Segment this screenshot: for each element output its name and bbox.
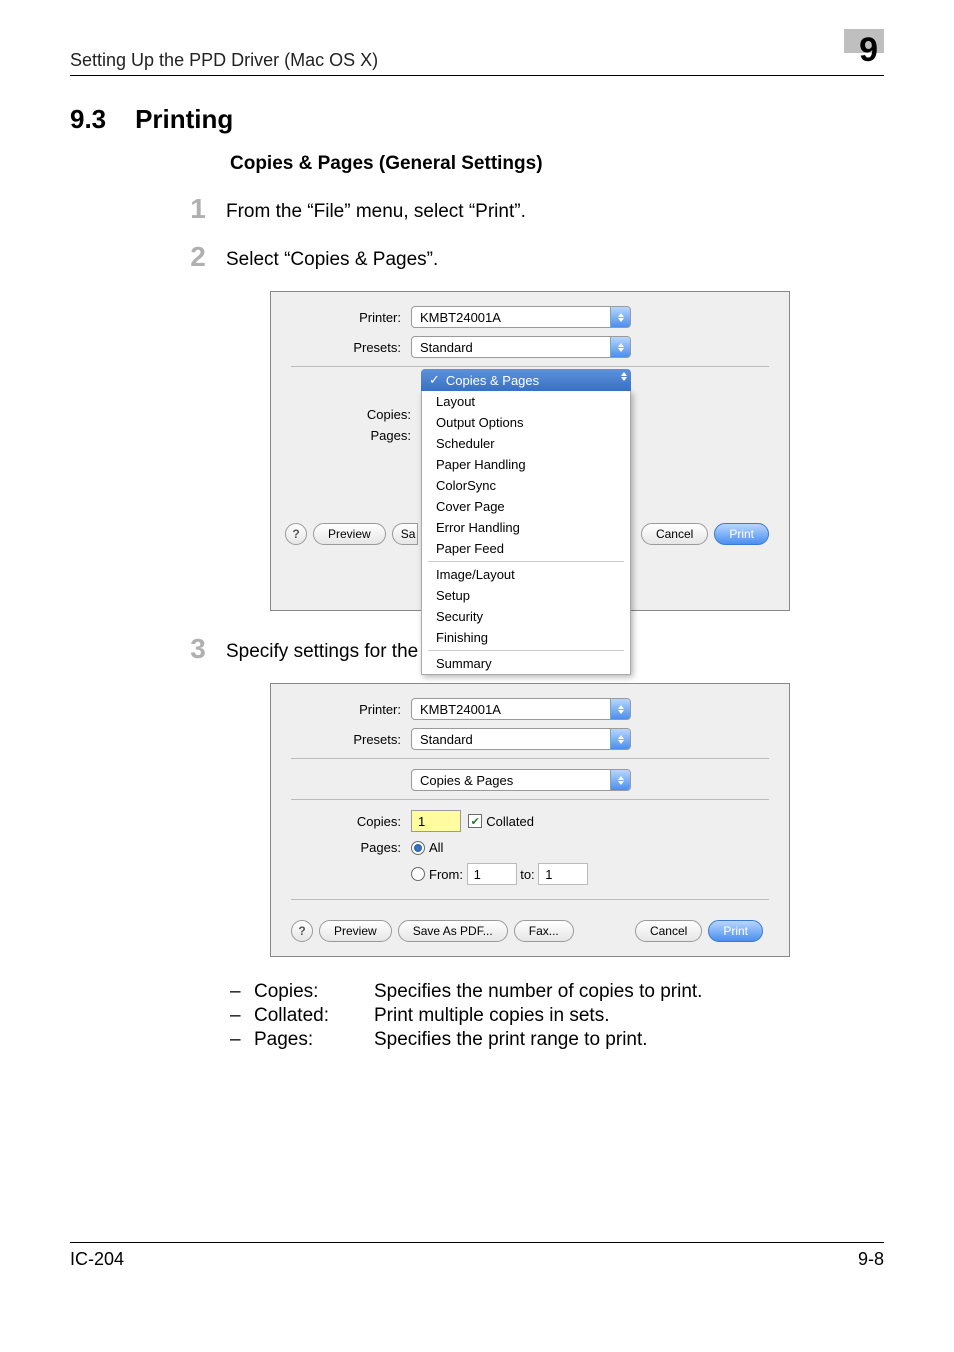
step-2: 2 Select “Copies & Pages”. bbox=[170, 243, 884, 271]
chapter-badge: 9 bbox=[824, 29, 884, 69]
fax-button[interactable]: Fax... bbox=[514, 920, 574, 942]
menu-item[interactable]: Output Options bbox=[422, 412, 630, 433]
definition: Specifies the number of copies to print. bbox=[374, 981, 884, 1003]
section-title: Printing bbox=[135, 104, 233, 134]
pages-range-radio[interactable] bbox=[411, 867, 425, 881]
copies-label: Copies: bbox=[291, 814, 411, 829]
pages-all-radio[interactable] bbox=[411, 841, 425, 855]
preview-button[interactable]: Preview bbox=[313, 523, 386, 545]
section-select-value: Copies & Pages bbox=[412, 773, 610, 788]
menu-item[interactable]: Cover Page bbox=[422, 496, 630, 517]
menu-item[interactable]: Finishing bbox=[422, 627, 630, 648]
page-footer: IC-204 9-8 bbox=[70, 1242, 884, 1270]
menu-item[interactable]: ColorSync bbox=[422, 475, 630, 496]
section-menu-open[interactable]: ✓ Copies & Pages Layout Output Options S… bbox=[421, 369, 631, 675]
settings-description-list: – Copies: Specifies the number of copies… bbox=[230, 981, 884, 1051]
page-header: Setting Up the PPD Driver (Mac OS X) 9 bbox=[70, 50, 884, 76]
list-item: – Collated: Print multiple copies in set… bbox=[230, 1005, 884, 1027]
subsection-heading: Copies & Pages (General Settings) bbox=[230, 153, 884, 175]
chevron-updown-icon bbox=[610, 307, 630, 327]
menu-item[interactable]: Layout bbox=[422, 391, 630, 412]
list-item: – Copies: Specifies the number of copies… bbox=[230, 981, 884, 1003]
printer-select[interactable]: KMBT24001A bbox=[411, 306, 631, 328]
chevron-updown-icon bbox=[610, 337, 630, 357]
printer-select[interactable]: KMBT24001A bbox=[411, 698, 631, 720]
presets-select[interactable]: Standard bbox=[411, 728, 631, 750]
to-label: to: bbox=[520, 867, 534, 882]
from-input[interactable] bbox=[467, 863, 517, 885]
term: Collated: bbox=[254, 1005, 374, 1027]
printer-label: Printer: bbox=[291, 310, 411, 325]
definition: Print multiple copies in sets. bbox=[374, 1005, 884, 1027]
cancel-button[interactable]: Cancel bbox=[635, 920, 702, 942]
chevron-updown-icon bbox=[610, 699, 630, 719]
step-number: 3 bbox=[170, 635, 226, 663]
menu-item[interactable]: Scheduler bbox=[422, 433, 630, 454]
pages-all-label: All bbox=[429, 840, 443, 855]
help-button[interactable]: ? bbox=[285, 523, 307, 545]
collated-label: Collated bbox=[486, 814, 534, 829]
menu-item[interactable]: Summary bbox=[422, 653, 630, 674]
menu-item[interactable]: Error Handling bbox=[422, 517, 630, 538]
term: Pages: bbox=[254, 1029, 374, 1051]
chapter-number: 9 bbox=[859, 31, 878, 70]
section-select[interactable]: Copies & Pages bbox=[411, 769, 631, 791]
copies-label: Copies: bbox=[291, 407, 411, 422]
print-button[interactable]: Print bbox=[714, 523, 769, 545]
presets-value: Standard bbox=[412, 732, 610, 747]
footer-left: IC-204 bbox=[70, 1249, 124, 1270]
section-number: 9.3 bbox=[70, 104, 106, 134]
chevron-updown-icon bbox=[610, 729, 630, 749]
chapter-title: Setting Up the PPD Driver (Mac OS X) bbox=[70, 50, 378, 71]
presets-label: Presets: bbox=[291, 732, 411, 747]
preview-button[interactable]: Preview bbox=[319, 920, 392, 942]
to-input[interactable] bbox=[538, 863, 588, 885]
menu-item[interactable]: Paper Feed bbox=[422, 538, 630, 559]
printer-value: KMBT24001A bbox=[412, 702, 610, 717]
term: Copies: bbox=[254, 981, 374, 1003]
copies-input[interactable] bbox=[411, 810, 461, 832]
print-dialog: Printer: KMBT24001A Presets: Standard Co… bbox=[270, 683, 790, 957]
step-number: 1 bbox=[170, 195, 226, 223]
print-button[interactable]: Print bbox=[708, 920, 763, 942]
collated-checkbox[interactable]: ✔ bbox=[468, 814, 482, 828]
presets-select[interactable]: Standard bbox=[411, 336, 631, 358]
step-text: Select “Copies & Pages”. bbox=[226, 243, 438, 271]
chevron-updown-icon bbox=[610, 770, 630, 790]
step-number: 2 bbox=[170, 243, 226, 271]
pages-label: Pages: bbox=[291, 428, 411, 443]
print-dialog-menu-open: Printer: KMBT24001A Presets: Standard Co… bbox=[270, 291, 790, 611]
printer-value: KMBT24001A bbox=[412, 310, 610, 325]
printer-label: Printer: bbox=[291, 702, 411, 717]
list-item: – Pages: Specifies the print range to pr… bbox=[230, 1029, 884, 1051]
menu-item[interactable]: Paper Handling bbox=[422, 454, 630, 475]
pages-label: Pages: bbox=[291, 840, 411, 855]
presets-label: Presets: bbox=[291, 340, 411, 355]
definition: Specifies the print range to print. bbox=[374, 1029, 884, 1051]
menu-selected: Copies & Pages bbox=[446, 373, 539, 388]
menu-item[interactable]: Image/Layout bbox=[422, 564, 630, 585]
step-text: From the “File” menu, select “Print”. bbox=[226, 195, 526, 223]
menu-item[interactable]: Security bbox=[422, 606, 630, 627]
section-heading: 9.3 Printing bbox=[70, 104, 884, 135]
menu-item[interactable]: Setup bbox=[422, 585, 630, 606]
save-as-pdf-button[interactable]: Save As PDF... bbox=[398, 920, 508, 942]
presets-value: Standard bbox=[412, 340, 610, 355]
footer-right: 9-8 bbox=[858, 1249, 884, 1270]
save-as-pdf-button-truncated[interactable]: Sa bbox=[392, 523, 418, 545]
check-icon: ✓ bbox=[429, 372, 440, 388]
from-label: From: bbox=[429, 867, 463, 882]
help-button[interactable]: ? bbox=[291, 920, 313, 942]
cancel-button[interactable]: Cancel bbox=[641, 523, 708, 545]
step-1: 1 From the “File” menu, select “Print”. bbox=[170, 195, 884, 223]
